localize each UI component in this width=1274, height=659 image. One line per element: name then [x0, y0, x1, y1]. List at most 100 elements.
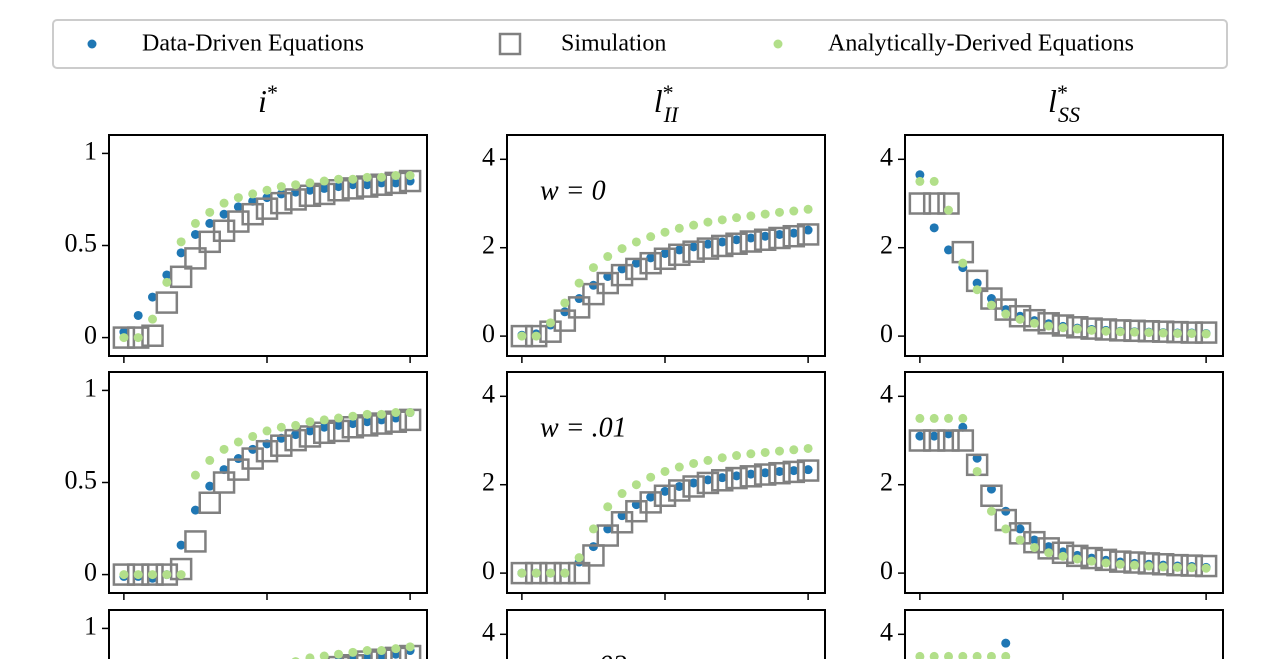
y-tick-label: 0.5 [65, 228, 98, 257]
title-sup: * [1057, 80, 1068, 105]
dot-marker [915, 651, 925, 659]
dot-marker [746, 211, 756, 221]
dot-marker [233, 193, 243, 203]
dot-marker [219, 209, 229, 219]
dot-marker [305, 653, 315, 659]
dot-marker [674, 223, 684, 233]
dot-marker [746, 233, 756, 243]
dot-marker [1044, 321, 1054, 331]
dot-marker [190, 470, 200, 480]
dot-marker [774, 207, 784, 217]
dot-marker [517, 568, 527, 578]
dot-marker [915, 413, 925, 423]
y-tick-label: 1 [84, 611, 97, 640]
dot-marker [674, 462, 684, 472]
y-tick-label: 0 [482, 319, 495, 348]
dot-marker [334, 649, 344, 659]
legend-marker [773, 39, 783, 49]
dot-marker [162, 570, 172, 580]
square-marker [596, 271, 620, 295]
y-tick-label: 2 [880, 231, 893, 260]
dot-marker [732, 213, 742, 223]
dot-marker [1029, 542, 1039, 552]
dot-marker [1130, 327, 1140, 337]
dot-marker [1029, 535, 1039, 545]
dot-marker [233, 202, 243, 212]
dot-marker [190, 229, 200, 239]
square-marker [241, 202, 264, 226]
dot-marker [405, 408, 415, 418]
dot-marker [362, 409, 372, 419]
square-marker [184, 530, 207, 553]
square-marker [1194, 554, 1218, 578]
dot-marker [162, 270, 172, 280]
dot-marker [1058, 323, 1068, 333]
y-tick-label: 0 [482, 556, 495, 585]
dot-marker [119, 333, 129, 343]
annotation: w = 0 [540, 175, 606, 206]
dot-marker [291, 180, 301, 190]
dot-marker [646, 232, 656, 242]
square-marker [710, 234, 734, 258]
dot-marker [972, 278, 982, 288]
title-sup: * [663, 80, 674, 105]
dot-marker [674, 245, 684, 255]
axes-frame [904, 609, 1224, 659]
dot-marker [689, 242, 699, 252]
dot-marker [376, 646, 386, 656]
y-tick-label: 2 [880, 468, 893, 497]
dot-marker [1044, 548, 1054, 558]
dot-marker [233, 437, 243, 447]
dot-marker [319, 415, 329, 425]
dot-marker [972, 466, 982, 476]
dot-marker [1001, 638, 1011, 648]
square-marker [768, 461, 791, 485]
square-marker [255, 197, 279, 220]
square-marker [639, 491, 662, 514]
dot-marker [376, 172, 386, 182]
panel-title: l* II [654, 80, 680, 127]
square-marker [668, 479, 691, 502]
square-marker [725, 232, 748, 255]
square-marker [184, 247, 207, 270]
dot-marker [717, 473, 727, 483]
square-marker [739, 465, 763, 488]
axes-frame [506, 371, 826, 594]
dot-marker [276, 422, 286, 432]
dot-marker [689, 220, 699, 230]
dot-marker [958, 651, 968, 659]
dot-marker [732, 471, 742, 481]
dot-marker [617, 264, 627, 274]
dot-marker [703, 239, 713, 249]
square-marker [284, 428, 307, 452]
dot-marker [362, 172, 372, 182]
dot-marker [205, 207, 215, 217]
dot-marker [958, 258, 968, 268]
dot-marker [986, 651, 996, 659]
dot-marker [319, 183, 329, 193]
y-tick-label: 0 [84, 558, 97, 587]
square-marker [1151, 553, 1175, 576]
y-tick-label: 1 [84, 373, 97, 402]
dot-marker [205, 455, 215, 465]
y-tick-label: 4 [880, 379, 893, 408]
dot-marker [631, 237, 641, 247]
dot-marker [760, 468, 770, 478]
square-marker [241, 447, 264, 470]
square-marker [298, 425, 322, 448]
dot-marker [703, 455, 713, 465]
square-marker [710, 469, 734, 492]
dot-marker [334, 174, 344, 184]
dot-marker [305, 185, 315, 195]
dot-marker [148, 570, 158, 580]
dot-marker [291, 430, 301, 440]
dot-marker [915, 431, 925, 441]
square-marker [1094, 548, 1118, 572]
title-sub: II [663, 102, 680, 127]
dot-marker [603, 252, 613, 262]
dot-marker [929, 651, 939, 659]
y-tick-label: 0 [880, 556, 893, 585]
dot-marker [789, 206, 799, 216]
square-marker [682, 240, 705, 263]
square-marker [753, 228, 777, 252]
